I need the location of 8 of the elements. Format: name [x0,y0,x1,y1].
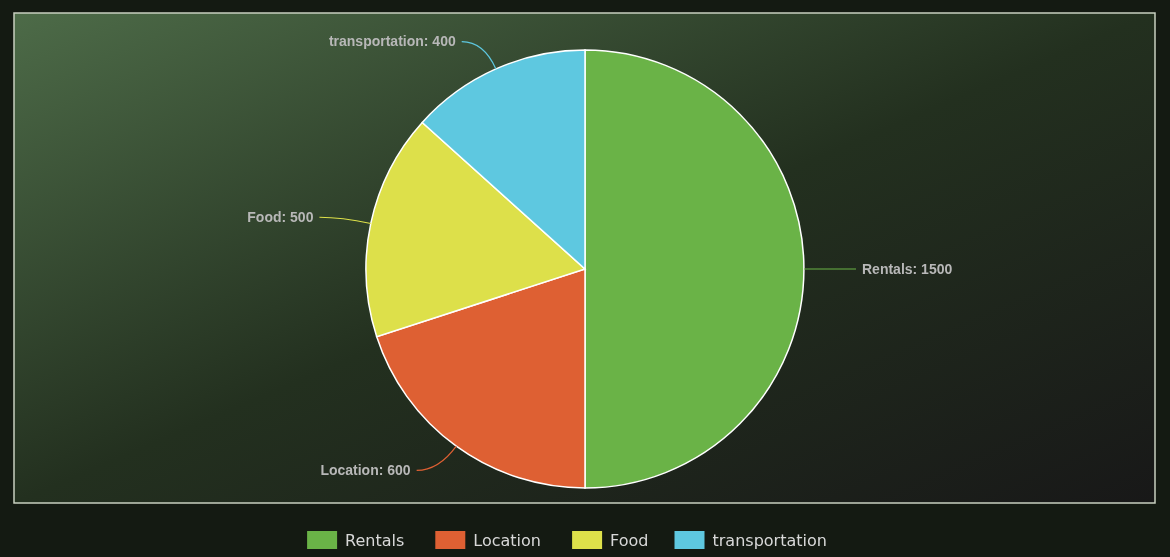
legend-label: transportation [712,530,827,550]
data-label: Location: 600 [320,462,411,479]
legend-label: Rentals [345,530,405,550]
legend-label: Location [473,530,541,550]
data-label: Food: 500 [247,209,314,226]
data-label: transportation: 400 [328,33,456,50]
legend-label: Food [610,530,649,550]
data-label: Rentals: 1500 [862,260,953,277]
